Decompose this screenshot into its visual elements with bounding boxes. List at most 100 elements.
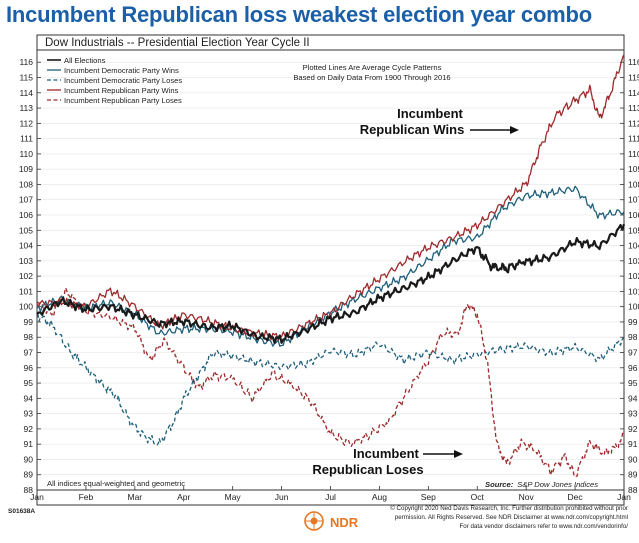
y-tick-label-right: 110 xyxy=(628,149,639,159)
y-tick-label-left: 109 xyxy=(19,164,33,174)
x-tick-label: Aug xyxy=(372,492,387,502)
y-tick-label-right: 90 xyxy=(628,454,638,464)
y-tick-label-left: 106 xyxy=(19,210,33,220)
y-tick-label-left: 98 xyxy=(24,332,34,342)
y-tick-label-left: 94 xyxy=(24,393,34,403)
y-tick-label-left: 115 xyxy=(19,73,33,83)
source-text: S&P Dow Jones Indices xyxy=(517,480,598,489)
y-tick-label-right: 104 xyxy=(628,241,639,251)
y-tick-label-left: 89 xyxy=(24,470,34,480)
y-tick-label-right: 97 xyxy=(628,348,638,358)
y-tick-label-left: 101 xyxy=(19,286,33,296)
source-label-bold: Source: xyxy=(485,480,514,489)
y-tick-label-left: 99 xyxy=(24,317,34,327)
y-tick-label-right: 89 xyxy=(628,470,638,480)
y-tick-label-right: 109 xyxy=(628,164,639,174)
y-tick-label-left: 93 xyxy=(24,409,34,419)
y-tick-label-right: 94 xyxy=(628,393,638,403)
legend-label-rep-loses: Incumbent Republican Party Loses xyxy=(64,96,182,105)
y-tick-label-left: 116 xyxy=(19,57,33,67)
y-tick-label-left: 90 xyxy=(24,454,34,464)
chart-outer-frame xyxy=(36,34,625,506)
y-tick-label-right: 106 xyxy=(628,210,639,220)
y-tick-label-left: 111 xyxy=(20,134,33,144)
y-tick-label-left: 108 xyxy=(19,179,33,189)
y-tick-label-right: 105 xyxy=(628,225,639,235)
y-tick-label-right: 99 xyxy=(628,317,638,327)
y-tick-label-left: 112 xyxy=(19,118,33,128)
ndr-logo-text: NDR xyxy=(330,515,359,530)
y-tick-label-right: 93 xyxy=(628,409,638,419)
y-tick-label-left: 95 xyxy=(24,378,34,388)
x-tick-label: Feb xyxy=(79,492,94,502)
y-tick-label-right: 112 xyxy=(628,118,639,128)
x-axis: Jan Feb Mar Apr May Jun Jul Aug Sep Oct Nov Dec Jan xyxy=(30,486,631,502)
y-tick-label-right: 116 xyxy=(628,57,639,67)
series-line-all-elections xyxy=(36,223,626,344)
series-line-rep-loses xyxy=(36,287,625,478)
annotation-wins-line1: Incumbent xyxy=(397,106,463,121)
chart-code: S01638A xyxy=(8,508,35,515)
legend-label-dem-wins: Incumbent Democratic Party Wins xyxy=(64,66,179,75)
y-tick-label-right: 96 xyxy=(628,363,638,373)
x-tick-label: May xyxy=(225,492,242,502)
y-tick-label-left: 104 xyxy=(19,241,33,251)
ndr-logo-icon xyxy=(304,511,324,531)
annotation-loses-line1: Incumbent xyxy=(353,446,419,461)
legend: All Elections Incumbent Democratic Party… xyxy=(47,56,182,105)
legend-label-all-elections: All Elections xyxy=(64,56,106,65)
annotation-wins-line2: Republican Wins xyxy=(360,122,465,137)
y-tick-label-right: 108 xyxy=(628,179,639,189)
y-tick-label-right: 88 xyxy=(628,485,638,495)
x-tick-label: Oct xyxy=(471,492,485,502)
series-lines xyxy=(36,54,626,478)
plot-frame xyxy=(36,49,625,491)
y-tick-label-left: 107 xyxy=(19,195,33,205)
y-axis-left: 88 89 90 91 92 93 94 95 96 97 98 99 100 101 102 103 104 1… xyxy=(19,57,41,495)
footnote-indices: All indices equal-weighted and geometric xyxy=(47,479,185,488)
y-tick-label-right: 98 xyxy=(628,332,638,342)
legend-label-dem-loses: Incumbent Democratic Party Loses xyxy=(64,76,182,85)
y-tick-label-left: 97 xyxy=(24,348,34,358)
y-axis-right: 88 89 90 91 92 93 94 95 96 97 98 99 100 101 102 103 104 1… xyxy=(620,57,639,495)
y-tick-label-right: 115 xyxy=(628,73,639,83)
y-tick-label-right: 91 xyxy=(628,439,638,449)
x-tick-label: Sep xyxy=(421,492,436,502)
y-tick-label-left: 103 xyxy=(19,256,33,266)
note-line-2: Based on Daily Data From 1900 Through 20… xyxy=(293,73,450,82)
x-tick-label: Jan xyxy=(30,492,44,502)
y-tick-label-right: 103 xyxy=(628,256,639,266)
x-tick-label: Jul xyxy=(325,492,336,502)
y-tick-label-right: 92 xyxy=(628,424,638,434)
headline: Incumbent Republican loss weakest electi… xyxy=(6,2,593,27)
annotation-loses-arrow xyxy=(423,450,463,458)
gridlines xyxy=(37,61,624,476)
series-line-dem-loses xyxy=(36,313,625,446)
y-tick-label-right: 101 xyxy=(628,286,639,296)
x-tick-label: Dec xyxy=(568,492,584,502)
y-tick-label-left: 105 xyxy=(19,225,33,235)
y-tick-label-right: 113 xyxy=(628,103,639,113)
legend-label-rep-wins: Incumbent Republican Party Wins xyxy=(64,86,179,95)
y-tick-label-left: 102 xyxy=(19,271,33,281)
y-tick-label-right: 95 xyxy=(628,378,638,388)
y-tick-label-right: 100 xyxy=(628,302,639,312)
x-tick-label: Jan xyxy=(617,492,631,502)
y-tick-label-left: 96 xyxy=(24,363,34,373)
y-tick-label-left: 91 xyxy=(24,439,34,449)
note-line-1: Plotted Lines Are Average Cycle Patterns xyxy=(303,63,442,72)
annotation-loses-line2: Republican Loses xyxy=(312,462,423,477)
source-label: Source: S&P Dow Jones Indices xyxy=(485,480,598,489)
x-tick-label: Jun xyxy=(275,492,289,502)
y-tick-label-left: 113 xyxy=(19,103,33,113)
x-tick-label: Nov xyxy=(519,492,535,502)
y-tick-label-left: 100 xyxy=(19,302,33,312)
annotation-wins-arrow xyxy=(470,126,519,134)
y-tick-label-right: 114 xyxy=(628,88,639,98)
y-tick-label-left: 88 xyxy=(24,485,34,495)
copyright-line-1: © Copyright 2020 Ned Davis Research, Inc… xyxy=(390,505,628,512)
y-tick-label-left: 92 xyxy=(24,424,34,434)
y-tick-label-left: 110 xyxy=(19,149,33,159)
chart-title: Dow Industrials -- Presidential Election… xyxy=(45,37,310,49)
